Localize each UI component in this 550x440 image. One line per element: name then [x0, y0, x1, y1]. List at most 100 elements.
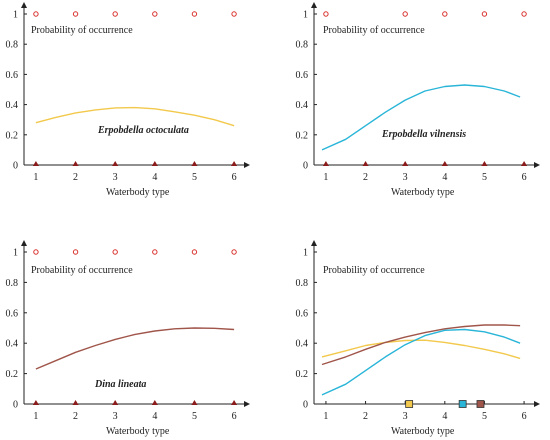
optimum-marker [458, 400, 467, 408]
x-tick-label: 2 [363, 172, 368, 183]
absence-point [441, 161, 448, 166]
presence-point [191, 11, 198, 17]
x-axis-arrow-icon [244, 162, 250, 168]
response-curve-1 [321, 339, 521, 360]
presence-point [72, 249, 79, 255]
y-axis-label: Probability of occurrence [323, 265, 425, 276]
x-tick-label: 6 [232, 172, 237, 183]
x-tick-label: 6 [522, 172, 527, 183]
x-axis-arrow-icon [244, 401, 250, 407]
x-axis-label: Waterbody type [391, 187, 455, 198]
y-tick-label: 0.4 [6, 339, 19, 350]
y-tick-label: 0.2 [296, 369, 309, 380]
absence-point [191, 400, 198, 405]
absence-point [112, 400, 119, 405]
presence-point [112, 249, 118, 255]
y-tick-label: 0.2 [296, 130, 309, 141]
species-annotation: Dina lineata [94, 379, 146, 390]
y-tick-label: 0.4 [296, 339, 309, 350]
x-tick-label: 3 [113, 172, 118, 183]
absence-point [72, 161, 79, 166]
y-tick-label: 0.4 [6, 100, 19, 111]
y-tick-label: 0 [303, 161, 308, 172]
presence-point [33, 249, 39, 255]
y-axis-arrow-icon [21, 2, 27, 8]
y-axis-arrow-icon [21, 240, 27, 246]
x-tick-label: 3 [403, 172, 408, 183]
presence-point [323, 11, 329, 17]
y-axis-label: Probability of occurrence [31, 265, 133, 276]
y-axis-arrow-icon [311, 2, 317, 8]
y-tick-label: 0.8 [6, 278, 19, 289]
absence-point [151, 400, 158, 405]
presence-point [33, 11, 39, 17]
optimum-marker [405, 400, 414, 408]
y-tick-label: 1 [13, 10, 18, 21]
y-tick-label: 0.6 [6, 70, 19, 81]
response-curve-2 [321, 328, 521, 396]
presence-point [231, 11, 237, 17]
absence-point [72, 400, 79, 405]
x-tick-label: 5 [192, 172, 197, 183]
y-tick-label: 0.6 [6, 308, 19, 319]
x-tick-label: 1 [33, 172, 38, 183]
x-tick-label: 1 [323, 411, 328, 422]
y-tick-label: 0.6 [296, 308, 309, 319]
x-tick-label: 1 [33, 411, 38, 422]
x-tick-label: 2 [73, 172, 78, 183]
absence-point [231, 161, 238, 166]
absence-point [32, 400, 39, 405]
x-tick-label: 4 [152, 172, 157, 183]
x-tick-label: 4 [442, 172, 447, 183]
absence-point [322, 161, 329, 166]
y-tick-label: 0 [303, 400, 308, 411]
y-tick-label: 0.2 [6, 369, 19, 380]
x-tick-label: 5 [482, 411, 487, 422]
absence-point [191, 161, 198, 166]
absence-point [151, 161, 158, 166]
absence-point [362, 161, 369, 166]
x-axis-arrow-icon [534, 401, 540, 407]
response-curve-1 [35, 106, 235, 127]
absence-point [402, 161, 409, 166]
presence-point [442, 11, 448, 17]
y-tick-label: 0.4 [296, 100, 309, 111]
response-curve-1 [35, 327, 235, 370]
presence-point [152, 249, 158, 255]
presence-point [521, 11, 527, 17]
y-tick-label: 1 [303, 10, 308, 21]
presence-point [231, 249, 237, 255]
x-axis-label: Waterbody type [106, 426, 170, 437]
panel-4: 0 0.2 0.4 0.6 0.8 1 1 2 3 4 5 6 Probability of occur… [296, 240, 540, 437]
presence-point [481, 11, 488, 17]
absence-point [32, 161, 39, 166]
presence-point [72, 11, 79, 17]
response-curve-1 [321, 84, 521, 151]
x-axis-label: Waterbody type [106, 187, 170, 198]
y-axis-label: Probability of occurrence [323, 25, 425, 36]
x-tick-label: 4 [152, 411, 157, 422]
y-tick-label: 0.2 [6, 130, 19, 141]
x-axis-arrow-icon [534, 162, 540, 168]
x-tick-label: 2 [363, 411, 368, 422]
y-axis-label: Probability of occurrence [31, 25, 133, 36]
x-tick-label: 1 [323, 172, 328, 183]
panel-2: 0 0.2 0.4 0.6 0.8 1 1 2 3 4 5 6 Probability of occur… [296, 2, 540, 198]
x-tick-label: 3 [403, 411, 408, 422]
y-tick-label: 0 [13, 161, 18, 172]
x-tick-label: 5 [482, 172, 487, 183]
presence-point [402, 11, 408, 17]
response-curve-3 [321, 324, 521, 366]
presence-point [152, 11, 158, 17]
y-tick-label: 1 [13, 248, 18, 259]
y-tick-label: 1 [303, 248, 308, 259]
panel-1: 0 0.2 0.4 0.6 0.8 1 1 2 3 4 5 6 Probability of occur… [6, 2, 250, 198]
species-annotation: Erpobdella vilnensis [381, 129, 466, 140]
x-tick-label: 4 [442, 411, 447, 422]
absence-point [481, 161, 488, 166]
absence-point [521, 161, 528, 166]
x-tick-label: 6 [232, 411, 237, 422]
presence-point [191, 249, 198, 255]
x-tick-label: 6 [522, 411, 527, 422]
